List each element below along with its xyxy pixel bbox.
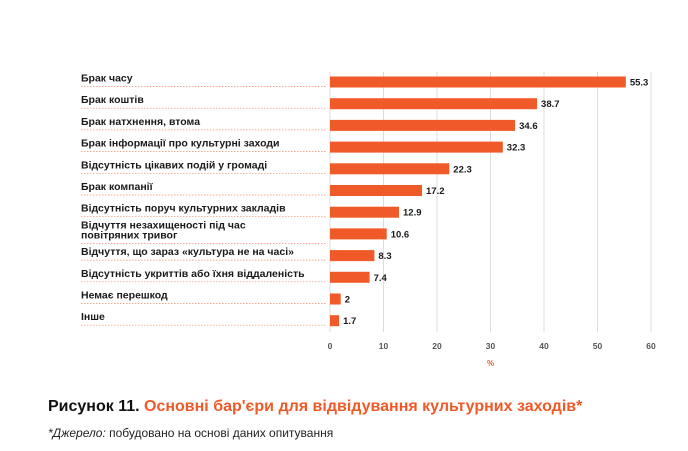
bar-value-label: 22.3 (453, 164, 472, 175)
bar-value-label: 1.7 (343, 316, 356, 327)
x-tick-label: 50 (593, 341, 603, 351)
bar-value-label: 10.6 (391, 229, 410, 240)
category-label: Відчуття незахищеності під час повітряних… (81, 219, 246, 241)
category-label: Брак натхнення, втома (81, 116, 200, 128)
bar (330, 98, 538, 110)
source-label: *Джерело: (48, 426, 106, 440)
x-tick-label: 20 (432, 341, 442, 351)
x-tick-label: 60 (646, 341, 656, 351)
bar (330, 315, 340, 327)
x-tick-label: 0 (328, 341, 333, 351)
bar (330, 163, 450, 175)
figure-label: Рисунок 11. (48, 398, 140, 415)
category-label: Інше (81, 311, 105, 323)
bar-value-label: 34.6 (519, 121, 538, 132)
category-label: Відсутність поруч культурних закладів (81, 203, 286, 215)
source-text: побудовано на основі даних опитування (105, 426, 334, 440)
bar (330, 206, 400, 218)
bar (330, 76, 626, 88)
bar-value-label: 8.3 (378, 251, 391, 262)
bar (330, 228, 387, 240)
bar (330, 119, 516, 131)
bar-chart: 0 10 20 30 40 50 60% Брак часу 55.3 Брак коштів 38… (81, 72, 656, 368)
bar-value-label: 32.3 (507, 143, 526, 154)
figure-source: *Джерело: побудовано на основі даних опи… (48, 426, 333, 440)
bar-value-label: 55.3 (630, 78, 649, 89)
x-tick-label: 40 (539, 341, 549, 351)
category-label: Немає перешкод (81, 290, 168, 302)
category-label: Відсутність укриттів або їхня віддаленіс… (81, 268, 305, 280)
figure-caption: Рисунок 11. Основні бар'єри для відвідув… (48, 398, 582, 416)
bar (330, 271, 370, 283)
bar-value-label: 17.2 (426, 186, 445, 197)
x-tick-label: 10 (379, 341, 389, 351)
bar (330, 293, 341, 305)
bar-value-label: 7.4 (374, 273, 388, 284)
category-label: Брак часу (81, 73, 133, 85)
bar (330, 141, 503, 153)
category-label: Брак інформації про культурні заходи (81, 138, 280, 150)
category-label: Відчуття, що зараз «культура не на часі» (81, 246, 294, 258)
bar (330, 185, 423, 196)
bar (330, 250, 375, 262)
x-axis-label: % (487, 359, 494, 368)
figure-title: Основні бар'єри для відвідування культур… (144, 398, 583, 415)
category-label: Брак компанії (81, 181, 154, 193)
category-label: Брак коштів (81, 94, 144, 106)
x-tick-label: 30 (486, 341, 496, 351)
category-label: Відсутність цікавих подій у громаді (81, 159, 267, 171)
bar-value-label: 38.7 (541, 99, 560, 110)
bar-value-label: 2 (345, 295, 350, 306)
bar-value-label: 12.9 (403, 208, 422, 219)
